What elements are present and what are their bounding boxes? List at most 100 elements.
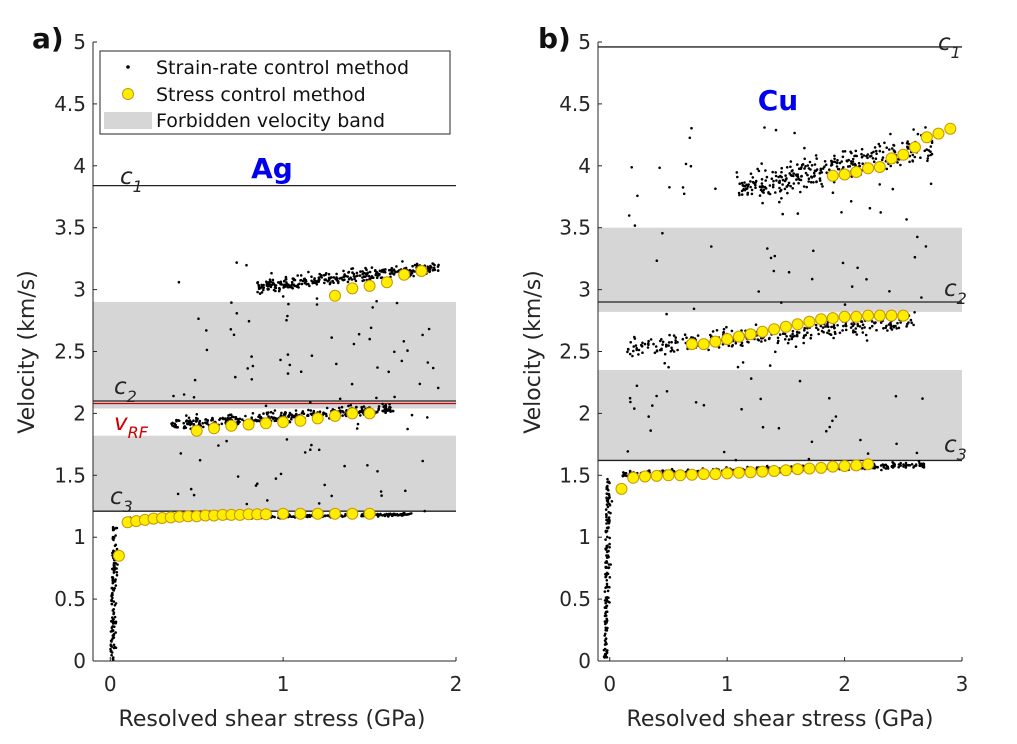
strain-rate-point	[921, 465, 924, 469]
strain-rate-point	[271, 278, 275, 282]
strain-rate-point	[651, 404, 654, 407]
strain-rate-point	[175, 426, 179, 429]
strain-rate-point	[880, 468, 883, 472]
strain-rate-point	[111, 622, 115, 625]
strain-rate-point	[885, 146, 888, 149]
strain-rate-point	[353, 277, 356, 281]
stress-control-points	[112, 265, 428, 562]
strain-rate-point	[905, 218, 908, 221]
strain-rate-point	[831, 191, 835, 194]
strain-rate-point	[112, 612, 115, 616]
stress-control-point	[732, 330, 745, 343]
strain-rate-point	[929, 145, 933, 148]
strain-rate-point	[354, 279, 358, 283]
strain-rate-point	[681, 337, 685, 341]
strain-rate-point	[341, 515, 344, 518]
strain-rate-point	[768, 364, 772, 367]
strain-rate-point	[632, 345, 635, 348]
strain-rate-point	[865, 339, 869, 342]
strain-rate-point	[785, 177, 788, 180]
strain-rate-point	[761, 201, 764, 205]
strain-rate-point	[740, 341, 744, 345]
strain-rate-point	[800, 166, 803, 169]
strain-rate-point	[804, 171, 808, 175]
strain-rate-point	[359, 270, 362, 273]
strain-rate-point	[267, 411, 270, 414]
strain-rate-point	[757, 169, 761, 173]
strain-rate-point	[831, 160, 834, 164]
strain-rate-point	[924, 245, 928, 248]
strain-rate-point	[114, 534, 117, 537]
strain-rate-point	[823, 160, 827, 163]
strain-rate-point	[872, 160, 876, 163]
strain-rate-point	[841, 329, 844, 332]
strain-rate-point	[320, 276, 324, 279]
strain-rate-point	[929, 182, 933, 186]
strain-rate-point	[851, 160, 855, 163]
x-axis-label: Resolved shear stress (GPa)	[627, 707, 934, 732]
stress-control-point	[329, 289, 341, 302]
strain-rate-point	[605, 579, 609, 582]
strain-rate-point	[911, 160, 915, 163]
strain-rate-point	[885, 167, 889, 171]
strain-rate-point	[807, 177, 811, 180]
strain-rate-point	[878, 144, 882, 148]
strain-rate-point	[860, 327, 864, 330]
strain-rate-point	[802, 341, 805, 345]
stress-control-point	[850, 310, 863, 323]
strain-rate-point	[743, 181, 746, 184]
strain-rate-point	[781, 332, 785, 336]
strain-rate-point	[802, 336, 805, 340]
strain-rate-point	[722, 327, 726, 331]
strain-rate-point	[746, 185, 750, 188]
strain-rate-point	[862, 154, 866, 157]
strain-rate-point	[605, 513, 608, 517]
strain-rate-point	[737, 191, 741, 195]
strain-rate-point	[196, 417, 199, 421]
strain-rate-point	[667, 341, 671, 344]
strain-rate-point	[787, 338, 791, 341]
strain-rate-point	[785, 335, 788, 338]
strain-rate-point	[912, 128, 915, 131]
strain-rate-point	[667, 344, 670, 347]
strain-rate-point	[774, 171, 777, 174]
strain-rate-point	[250, 416, 253, 420]
legend-marker-band	[104, 112, 152, 129]
strain-rate-point	[861, 323, 865, 327]
strain-rate-point	[738, 182, 741, 185]
y-tick-label: 5	[578, 30, 591, 54]
strain-rate-point	[317, 502, 321, 505]
strain-rate-point	[394, 271, 397, 274]
strain-rate-point	[797, 167, 801, 170]
strain-rate-point	[894, 324, 897, 328]
stress-control-point	[697, 468, 710, 481]
strain-rate-point	[819, 324, 823, 328]
y-tick-label: 3	[73, 278, 86, 302]
strain-rate-point	[842, 166, 845, 169]
strain-rate-point	[337, 406, 341, 410]
strain-rate-point	[793, 131, 796, 135]
strain-rate-point	[241, 418, 244, 421]
strain-rate-point	[308, 515, 312, 518]
legend-entry-stress: Stress control method	[156, 84, 366, 106]
strain-rate-point	[404, 266, 408, 270]
strain-rate-point	[407, 513, 410, 516]
strain-rate-point	[751, 176, 755, 179]
strain-rate-point	[800, 175, 803, 178]
strain-rate-point	[629, 341, 632, 344]
strain-rate-point	[262, 283, 265, 287]
strain-rate-point	[764, 169, 767, 172]
strain-rate-point	[667, 365, 670, 369]
strain-rate-point	[930, 141, 934, 144]
strain-rate-point	[789, 173, 793, 177]
strain-rate-point	[286, 314, 289, 318]
strain-rate-point	[827, 325, 830, 329]
strain-rate-point	[361, 270, 364, 273]
stress-control-point	[732, 466, 745, 479]
strain-rate-point	[910, 463, 914, 466]
strain-rate-point	[777, 175, 780, 179]
strain-rate-point	[604, 529, 608, 533]
strain-rate-point	[347, 270, 351, 274]
stress-control-point	[838, 460, 851, 472]
strain-rate-point	[294, 413, 298, 416]
